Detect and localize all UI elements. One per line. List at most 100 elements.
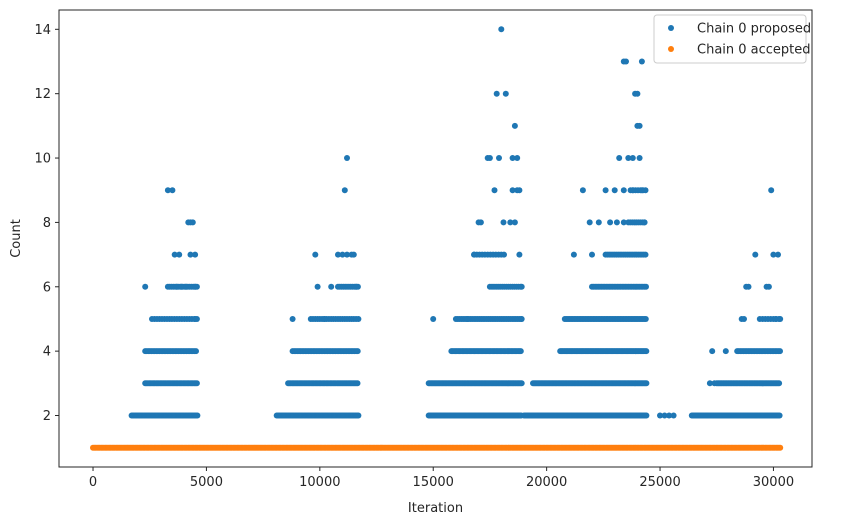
data-point	[743, 283, 750, 290]
x-tick-label: 30000	[753, 475, 794, 490]
data-point	[350, 251, 357, 258]
data-point	[344, 251, 350, 258]
data-point	[344, 155, 350, 161]
data-point	[430, 316, 437, 322]
data-point	[634, 90, 641, 97]
x-tick-label: 25000	[639, 475, 680, 490]
data-point	[670, 412, 677, 419]
data-point	[189, 219, 196, 226]
data-point	[777, 316, 784, 322]
y-axis: 2 4 6 8 10 12 14	[34, 23, 59, 424]
data-point	[765, 283, 772, 290]
data-point	[620, 219, 627, 226]
data-point	[643, 348, 650, 355]
data-point	[642, 316, 649, 322]
data-point	[638, 187, 645, 194]
data-point	[493, 90, 500, 97]
data-point	[500, 219, 507, 226]
data-point	[516, 251, 523, 258]
legend: Chain 0 proposed Chain 0 accepted	[653, 14, 811, 64]
data-point	[642, 251, 649, 258]
data-point	[477, 219, 484, 226]
data-point	[518, 283, 525, 290]
data-point	[509, 187, 516, 194]
legend-label-proposed: Chain 0 proposed	[697, 22, 811, 37]
data-point	[194, 412, 201, 419]
data-point	[620, 187, 627, 194]
data-point	[613, 219, 620, 226]
data-point	[706, 380, 713, 387]
plot-frame	[58, 9, 813, 468]
data-point	[164, 187, 171, 194]
data-point	[641, 219, 648, 226]
data-point	[643, 283, 649, 290]
data-point	[193, 348, 199, 355]
y-tick-label: 2	[43, 409, 51, 424]
x-tick-label: 20000	[526, 475, 567, 490]
data-point	[711, 380, 718, 387]
data-point	[629, 155, 636, 161]
data-point	[643, 412, 650, 419]
data-point	[173, 283, 180, 290]
y-tick-label: 6	[43, 280, 51, 295]
data-point	[777, 444, 784, 451]
data-point	[507, 219, 514, 226]
x-tick-label: 0	[89, 475, 97, 490]
data-point	[335, 251, 341, 258]
data-point	[192, 251, 199, 258]
y-tick-label: 12	[34, 87, 51, 102]
x-axis: 0 5000 10000 15000 20000 25000 30000	[89, 467, 794, 490]
data-point	[142, 283, 149, 290]
data-point	[183, 283, 189, 290]
legend-marker-proposed	[668, 25, 674, 31]
data-point	[776, 412, 783, 419]
y-tick-label: 14	[34, 23, 51, 38]
data-point	[192, 316, 199, 322]
data-point	[314, 283, 321, 290]
data-point	[657, 412, 663, 419]
data-point	[486, 155, 493, 161]
data-point	[709, 348, 716, 355]
data-point	[595, 219, 602, 226]
data-point	[589, 251, 595, 258]
data-point	[602, 187, 609, 194]
data-point	[511, 122, 518, 129]
data-point	[666, 412, 673, 419]
data-point	[570, 251, 577, 258]
data-point	[491, 187, 498, 194]
data-point	[579, 187, 586, 194]
data-point	[768, 187, 775, 194]
data-point	[498, 26, 505, 33]
data-point	[638, 58, 645, 65]
data-point	[518, 316, 525, 322]
data-point	[625, 155, 632, 161]
data-point	[289, 316, 296, 322]
data-point	[623, 58, 629, 65]
data-point	[176, 251, 183, 258]
data-point	[321, 316, 328, 322]
data-point	[355, 316, 362, 322]
data-point	[355, 412, 362, 419]
data-point	[516, 187, 523, 194]
series-0	[128, 26, 784, 419]
data-point	[776, 380, 783, 387]
data-point	[341, 187, 348, 194]
data-point	[509, 155, 516, 161]
data-point	[354, 348, 361, 355]
data-point	[187, 251, 194, 258]
data-point	[312, 251, 319, 258]
data-point	[464, 316, 471, 322]
legend-box	[653, 14, 807, 64]
data-point	[772, 316, 779, 322]
data-point	[501, 251, 507, 258]
data-point	[607, 219, 614, 226]
data-point	[192, 283, 199, 290]
data-point	[517, 348, 524, 355]
data-point	[775, 251, 781, 258]
data-point	[722, 348, 729, 355]
x-tick-label: 15000	[413, 475, 454, 490]
y-tick-label: 4	[43, 345, 51, 360]
y-axis-label: Count	[9, 219, 24, 258]
